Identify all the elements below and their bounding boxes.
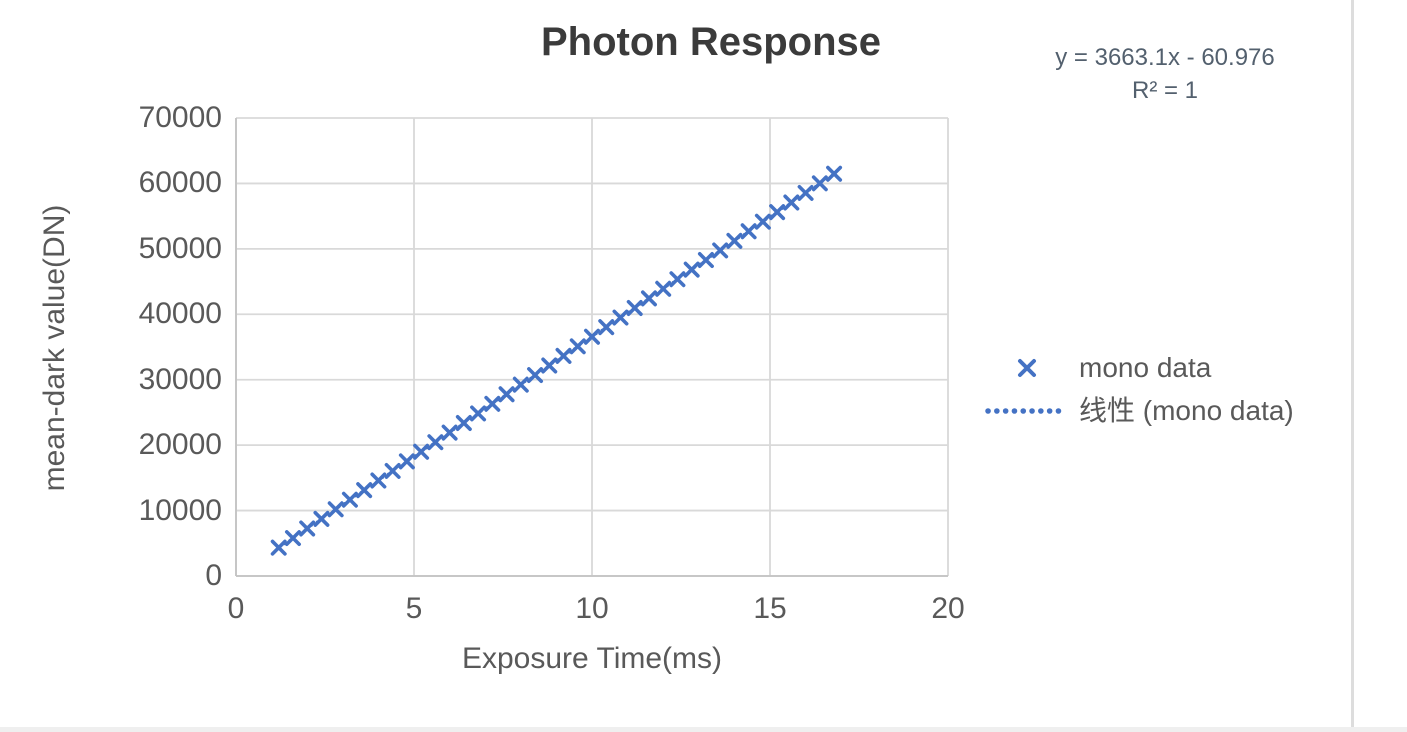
- data-point-marker: [327, 501, 344, 518]
- page-right-border: [1351, 0, 1354, 732]
- data-point-marker: [783, 194, 800, 211]
- legend-label-mono-data: mono data: [1079, 352, 1212, 383]
- y-tick-label: 50000: [138, 231, 222, 265]
- data-point-marker: [769, 204, 786, 221]
- data-point-marker: [683, 261, 700, 278]
- data-point-marker: [413, 443, 430, 460]
- data-point-marker: [669, 271, 686, 288]
- data-point-marker: [555, 347, 572, 364]
- y-tick-label: 20000: [138, 428, 222, 462]
- y-tick-label: 10000: [138, 493, 222, 527]
- data-point-marker: [427, 434, 444, 451]
- legend-label-trendline: 线性 (mono data): [1079, 395, 1294, 426]
- y-tick-label: 40000: [138, 297, 222, 331]
- trendline-r-squared: R² = 1: [1131, 77, 1199, 104]
- data-point-marker: [612, 309, 629, 326]
- plot-area: [235, 117, 949, 577]
- x-tick-label: 10: [575, 592, 609, 625]
- legend-item-trendline: 线性 (mono data): [985, 395, 1294, 427]
- y-tick-label: 0: [205, 559, 222, 592]
- data-point-marker: [697, 252, 714, 269]
- data-point-marker: [384, 462, 401, 479]
- x-tick-label: 15: [753, 592, 787, 625]
- legend-item-mono-data: mono data: [985, 352, 1211, 384]
- data-point-marker: [313, 510, 330, 527]
- data-point-marker: [811, 175, 828, 192]
- y-tick-label: 30000: [138, 362, 222, 396]
- data-point-marker: [284, 530, 301, 547]
- y-tick-label: 60000: [138, 166, 222, 200]
- data-point-marker: [569, 338, 586, 355]
- data-point-marker: [370, 472, 387, 489]
- trendline-equation-line1: y = 3663.1x - 60.976: [1055, 44, 1275, 71]
- data-point-marker: [598, 319, 615, 336]
- data-point-marker: [726, 232, 743, 249]
- data-point-marker: [398, 453, 415, 470]
- data-point-marker: [712, 242, 729, 259]
- x-marker-icon: [1018, 359, 1036, 377]
- x-tick-label: 5: [405, 592, 423, 625]
- data-point-marker: [512, 376, 529, 393]
- data-point-marker: [754, 213, 771, 230]
- dotted-line-icon: [985, 408, 1069, 414]
- data-point-marker: [541, 357, 558, 374]
- chart-title: Photon Response: [540, 20, 882, 64]
- data-point-marker: [626, 299, 643, 316]
- data-point-marker: [655, 280, 672, 297]
- data-point-marker: [455, 415, 472, 432]
- data-point-marker: [299, 520, 316, 537]
- data-point-marker: [270, 539, 287, 556]
- x-tick-label: 20: [931, 592, 965, 625]
- y-tick-label: 70000: [138, 101, 222, 134]
- data-point-marker: [740, 223, 757, 240]
- data-point-marker: [484, 395, 501, 412]
- page-bottom-border: [0, 727, 1407, 732]
- x-axis-title: Exposure Time(ms): [461, 642, 723, 675]
- data-point-marker: [356, 482, 373, 499]
- data-point-marker: [498, 386, 515, 403]
- data-point-marker: [441, 424, 458, 441]
- data-point-marker: [584, 328, 600, 345]
- data-point-marker: [341, 491, 358, 508]
- y-axis-title: mean-dark value(DN): [38, 204, 71, 492]
- x-tick-label: 0: [227, 592, 245, 625]
- data-point-marker: [826, 165, 843, 182]
- data-point-marker: [470, 405, 487, 422]
- data-point-marker: [797, 184, 814, 201]
- data-point-marker: [640, 290, 657, 307]
- data-point-marker: [527, 367, 544, 384]
- trendline-equation: y = 3663.1x - 60.976 R² = 1: [1030, 41, 1300, 107]
